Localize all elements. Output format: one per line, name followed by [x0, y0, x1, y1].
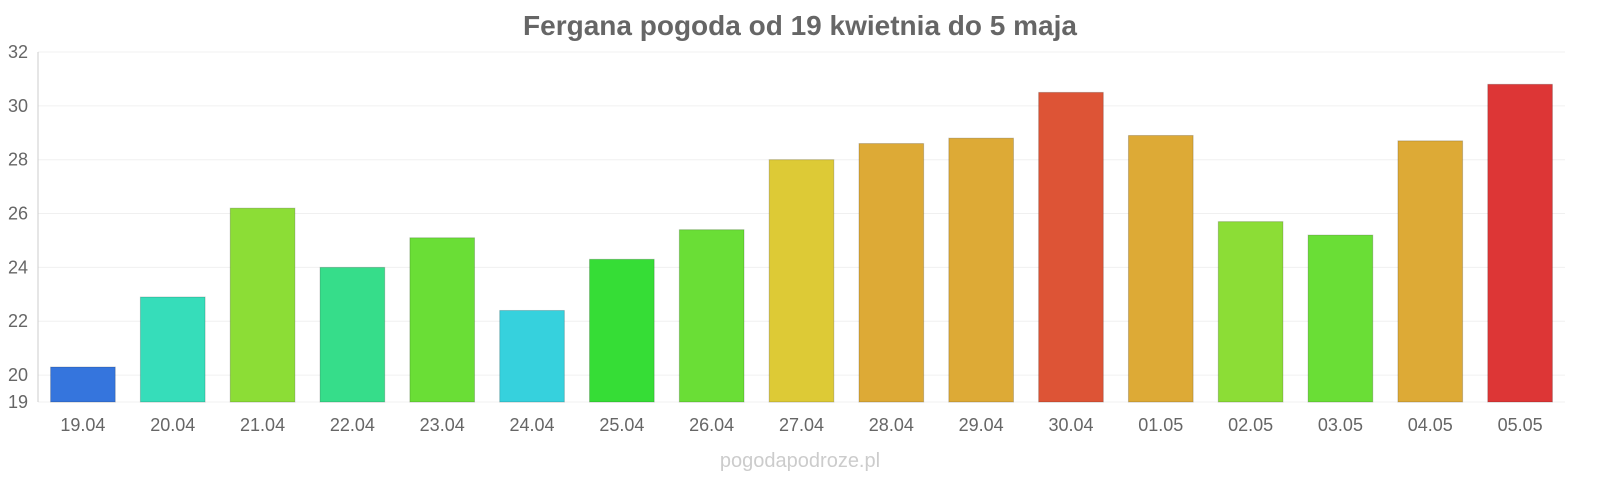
watermark: pogodapodroze.pl [719, 450, 881, 472]
x-tick-label: 23.04 [420, 415, 465, 435]
bars [50, 83, 1553, 403]
bar-04.05 [1397, 140, 1464, 403]
x-tick-label: 05.05 [1498, 415, 1543, 435]
x-tick-label: 03.05 [1318, 415, 1363, 435]
bar-19.04 [50, 366, 116, 403]
x-tick-label: 30.04 [1048, 415, 1093, 435]
bar-22.04 [319, 266, 386, 403]
x-tick-label: 25.04 [599, 415, 644, 435]
x-tick-label: 29.04 [959, 415, 1004, 435]
x-tick-label: 26.04 [689, 415, 734, 435]
x-tick-label: 04.05 [1408, 415, 1453, 435]
bar-30.04 [1038, 91, 1104, 403]
bar-02.05 [1217, 221, 1284, 403]
bar-20.04 [139, 296, 206, 403]
bar-29.04 [948, 137, 1014, 403]
y-tick-label: 28 [8, 150, 28, 170]
x-tick-label: 21.04 [240, 415, 285, 435]
bar-24.04 [499, 309, 565, 403]
x-axis: 19.04 20.04 21.04 22.04 23.04 24.04 25.04 26.04… [60, 415, 1542, 435]
y-tick-label: 24 [8, 257, 28, 277]
y-axis: 19 20 22 24 26 28 30 32 [8, 42, 39, 412]
bar-28.04 [858, 143, 925, 403]
bar-03.05 [1307, 234, 1374, 403]
bar-05.05 [1487, 83, 1553, 403]
x-tick-label: 19.04 [60, 415, 105, 435]
bar-21.04 [229, 207, 296, 403]
x-tick-label: 20.04 [150, 415, 195, 435]
bar-01.05 [1127, 134, 1194, 403]
x-tick-label: 02.05 [1228, 415, 1273, 435]
x-tick-label: 28.04 [869, 415, 914, 435]
x-tick-label: 01.05 [1138, 415, 1183, 435]
bar-26.04 [678, 229, 745, 403]
x-tick-label: 27.04 [779, 415, 824, 435]
bar-27.04 [768, 159, 835, 403]
chart-title: Fergana pogoda od 19 kwietnia do 5 maja [523, 10, 1077, 41]
y-tick-label: 26 [8, 204, 28, 224]
x-tick-label: 22.04 [330, 415, 375, 435]
bar-25.04 [589, 258, 655, 403]
y-tick-label: 20 [8, 365, 28, 385]
y-tick-label: 30 [8, 96, 28, 116]
y-tick-label: 32 [8, 42, 28, 62]
y-tick-label: 19 [8, 392, 28, 412]
y-tick-label: 22 [8, 311, 28, 331]
bar-23.04 [409, 237, 476, 403]
x-tick-label: 24.04 [510, 415, 555, 435]
